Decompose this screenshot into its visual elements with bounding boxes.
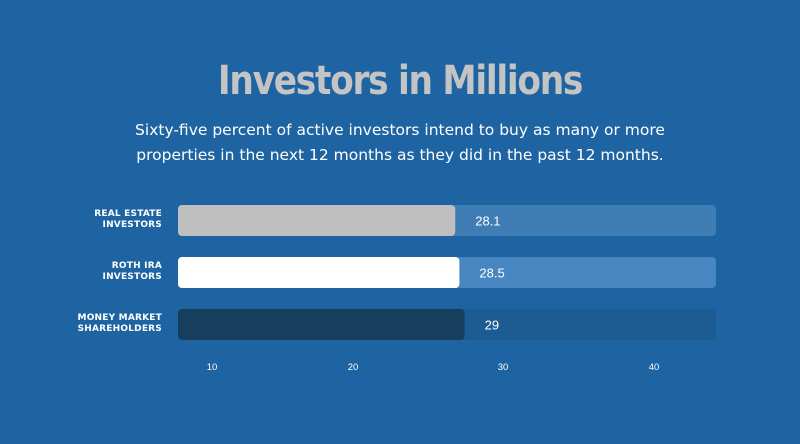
category-label: ROTH IRA	[112, 261, 162, 271]
data-label: 29	[485, 318, 499, 333]
category-label: INVESTORS	[103, 272, 162, 282]
x-tick-label: 30	[498, 362, 509, 373]
chart-subtitle: Sixty-five percent of active investors i…	[135, 121, 665, 164]
data-label: 28.5	[479, 266, 504, 281]
bar	[178, 309, 465, 340]
x-tick-label: 10	[207, 362, 218, 373]
bar	[178, 257, 460, 288]
x-tick-label: 20	[348, 362, 359, 373]
x-tick-label: 40	[649, 362, 660, 373]
chart-title: Investors in Millions	[217, 58, 583, 104]
category-label: MONEY MARKET	[78, 313, 163, 323]
bar	[178, 205, 456, 236]
category-label: SHAREHOLDERS	[78, 324, 162, 334]
data-label: 28.1	[475, 214, 500, 229]
category-label: REAL ESTATE	[94, 209, 162, 219]
category-label: INVESTORS	[103, 220, 162, 230]
